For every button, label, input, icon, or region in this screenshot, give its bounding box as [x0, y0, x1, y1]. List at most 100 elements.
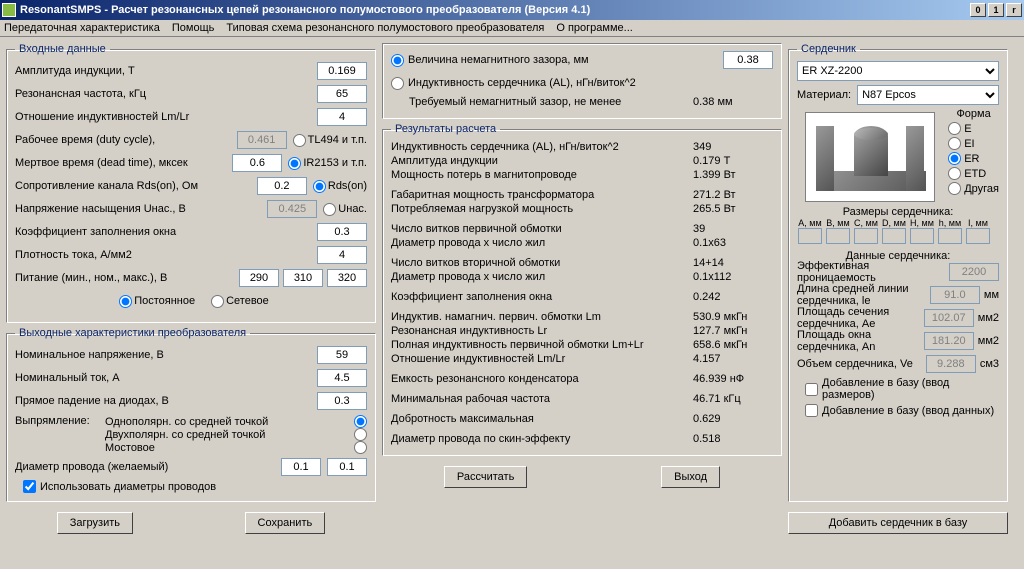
src-net-radio[interactable] — [211, 295, 224, 308]
r18-label: Диаметр провода по скин-эффекту — [391, 433, 693, 445]
use-wire-label: Использовать диаметры проводов — [40, 481, 216, 493]
r8-value: 14+14 — [693, 257, 773, 269]
ae-label: Площадь сечения сердечника, Ae — [797, 306, 924, 330]
supply-nom-input[interactable] — [283, 269, 323, 287]
form-e-radio[interactable] — [948, 122, 961, 135]
vnom-input[interactable] — [317, 346, 367, 364]
calc-button[interactable]: Рассчитать — [444, 466, 527, 488]
results-legend: Результаты расчета — [391, 123, 500, 135]
dead-input[interactable] — [232, 154, 282, 172]
form-ei-radio[interactable] — [948, 137, 961, 150]
le-label: Длина средней линии сердечника, le — [797, 283, 930, 307]
diode-input[interactable] — [317, 392, 367, 410]
add-data-checkbox[interactable] — [805, 404, 818, 417]
add-core-button[interactable]: Добавить сердечник в базу — [788, 512, 1008, 534]
r8-label: Число витков вторичной обмотки — [391, 257, 693, 269]
rect-1-radio[interactable] — [354, 415, 367, 428]
dh-6: I, мм — [968, 218, 988, 228]
form-er-radio[interactable] — [948, 152, 961, 165]
dh-4: H, мм — [910, 218, 934, 228]
output-legend: Выходные характеристики преобразователя — [15, 327, 250, 339]
le-unit: мм — [984, 289, 999, 301]
an-unit: мм2 — [978, 335, 999, 347]
exit-button[interactable]: Выход — [661, 466, 720, 488]
r16-value: 46.71 кГц — [693, 393, 773, 405]
duty-tl494-radio[interactable] — [293, 134, 306, 147]
add-dim-checkbox[interactable] — [805, 383, 818, 396]
save-button[interactable]: Сохранить — [245, 512, 326, 534]
supply-max-input[interactable] — [327, 269, 367, 287]
freq-input[interactable] — [317, 85, 367, 103]
output-group: Выходные характеристики преобразователя … — [6, 327, 376, 502]
add-data-label: Добавление в базу (ввод данных) — [822, 405, 994, 417]
rect-3-label: Мостовое — [105, 442, 351, 454]
rect-1-label: Однополярн. со средней точкой — [105, 416, 351, 428]
wire-1-input[interactable] — [281, 458, 321, 476]
dead-ir2153-radio[interactable] — [288, 157, 301, 170]
form-etd-radio[interactable] — [948, 167, 961, 180]
menu-about[interactable]: О программе... — [556, 22, 632, 34]
dim-H-input — [910, 228, 934, 244]
r1-label: Индуктивность сердечника (AL), нГн/виток… — [391, 141, 693, 153]
form-other-label: Другая — [964, 183, 999, 195]
mat-label: Материал: — [797, 89, 851, 101]
mat-select[interactable]: N87 Epcos — [857, 85, 999, 105]
dim-i-input — [966, 228, 990, 244]
ratio-label: Отношение индуктивностей Lm/Lr — [15, 111, 317, 123]
r6-value: 39 — [693, 223, 773, 235]
ae-input — [924, 309, 974, 327]
amp-input[interactable] — [317, 62, 367, 80]
al-radio[interactable] — [391, 77, 404, 90]
rds-radio[interactable] — [313, 180, 326, 193]
an-input — [924, 332, 974, 350]
gap-input[interactable] — [723, 51, 773, 69]
rect-2-radio[interactable] — [354, 428, 367, 441]
kfill-input[interactable] — [317, 223, 367, 241]
unas-label: Напряжение насыщения Uнас., В — [15, 203, 267, 215]
add-dim-label: Добавление в базу (ввод размеров) — [822, 377, 999, 401]
jdens-input[interactable] — [317, 246, 367, 264]
form-other-radio[interactable] — [948, 182, 961, 195]
menu-scheme[interactable]: Типовая схема резонансного полумостового… — [226, 22, 544, 34]
unas-opt-label: Uнас. — [338, 203, 367, 215]
menu-transfer[interactable]: Передаточная характеристика — [4, 22, 160, 34]
r6-label: Число витков первичной обмотки — [391, 223, 693, 235]
unas-radio[interactable] — [323, 203, 336, 216]
r3-label: Мощность потерь в магнитопроводе — [391, 169, 693, 181]
ae-unit: мм2 — [978, 312, 999, 324]
wire-2-input[interactable] — [327, 458, 367, 476]
dh-3: D, мм — [882, 218, 906, 228]
perm-input — [949, 263, 999, 281]
ratio-input[interactable] — [317, 108, 367, 126]
core-dims: A, мм B, мм C, мм D, мм H, мм h, мм I, м… — [797, 218, 999, 244]
menu-help[interactable]: Помощь — [172, 22, 215, 34]
minimize-button[interactable]: 0 — [970, 3, 986, 17]
use-wire-checkbox[interactable] — [23, 480, 36, 493]
core-legend: Сердечник — [797, 43, 860, 55]
r14-value: 4.157 — [693, 353, 773, 365]
maximize-button[interactable]: 1 — [988, 3, 1004, 17]
core-group: Сердечник ER XZ-2200 Материал:N87 Epcos … — [788, 43, 1008, 502]
inom-input[interactable] — [317, 369, 367, 387]
rds-input[interactable] — [257, 177, 307, 195]
r4-label: Габаритная мощность трансформатора — [391, 189, 693, 201]
le-input — [930, 286, 980, 304]
gap-radio[interactable] — [391, 54, 404, 67]
r16-label: Минимальная рабочая частота — [391, 393, 693, 405]
r18-value: 0.518 — [693, 433, 773, 445]
r15-value: 46.939 нФ — [693, 373, 773, 385]
r12-label: Резонансная индуктивность Lr — [391, 325, 693, 337]
r9-value: 0.1x112 — [693, 271, 773, 283]
titlebar: ResonantSMPS - Расчет резонансных цепей … — [0, 0, 1024, 20]
r15-label: Емкость резонансного конденсатора — [391, 373, 693, 385]
close-button[interactable]: r — [1006, 3, 1022, 17]
rect-3-radio[interactable] — [354, 441, 367, 454]
load-button[interactable]: Загрузить — [57, 512, 133, 534]
form-etd-label: ETD — [964, 168, 986, 180]
core-select[interactable]: ER XZ-2200 — [797, 61, 999, 81]
supply-min-input[interactable] — [239, 269, 279, 287]
vnom-label: Номинальное напряжение, В — [15, 349, 317, 361]
src-const-radio[interactable] — [119, 295, 132, 308]
ve-label: Объем сердечника, Ve — [797, 358, 926, 370]
supply-label: Питание (мин., ном., макс.), В — [15, 272, 239, 284]
